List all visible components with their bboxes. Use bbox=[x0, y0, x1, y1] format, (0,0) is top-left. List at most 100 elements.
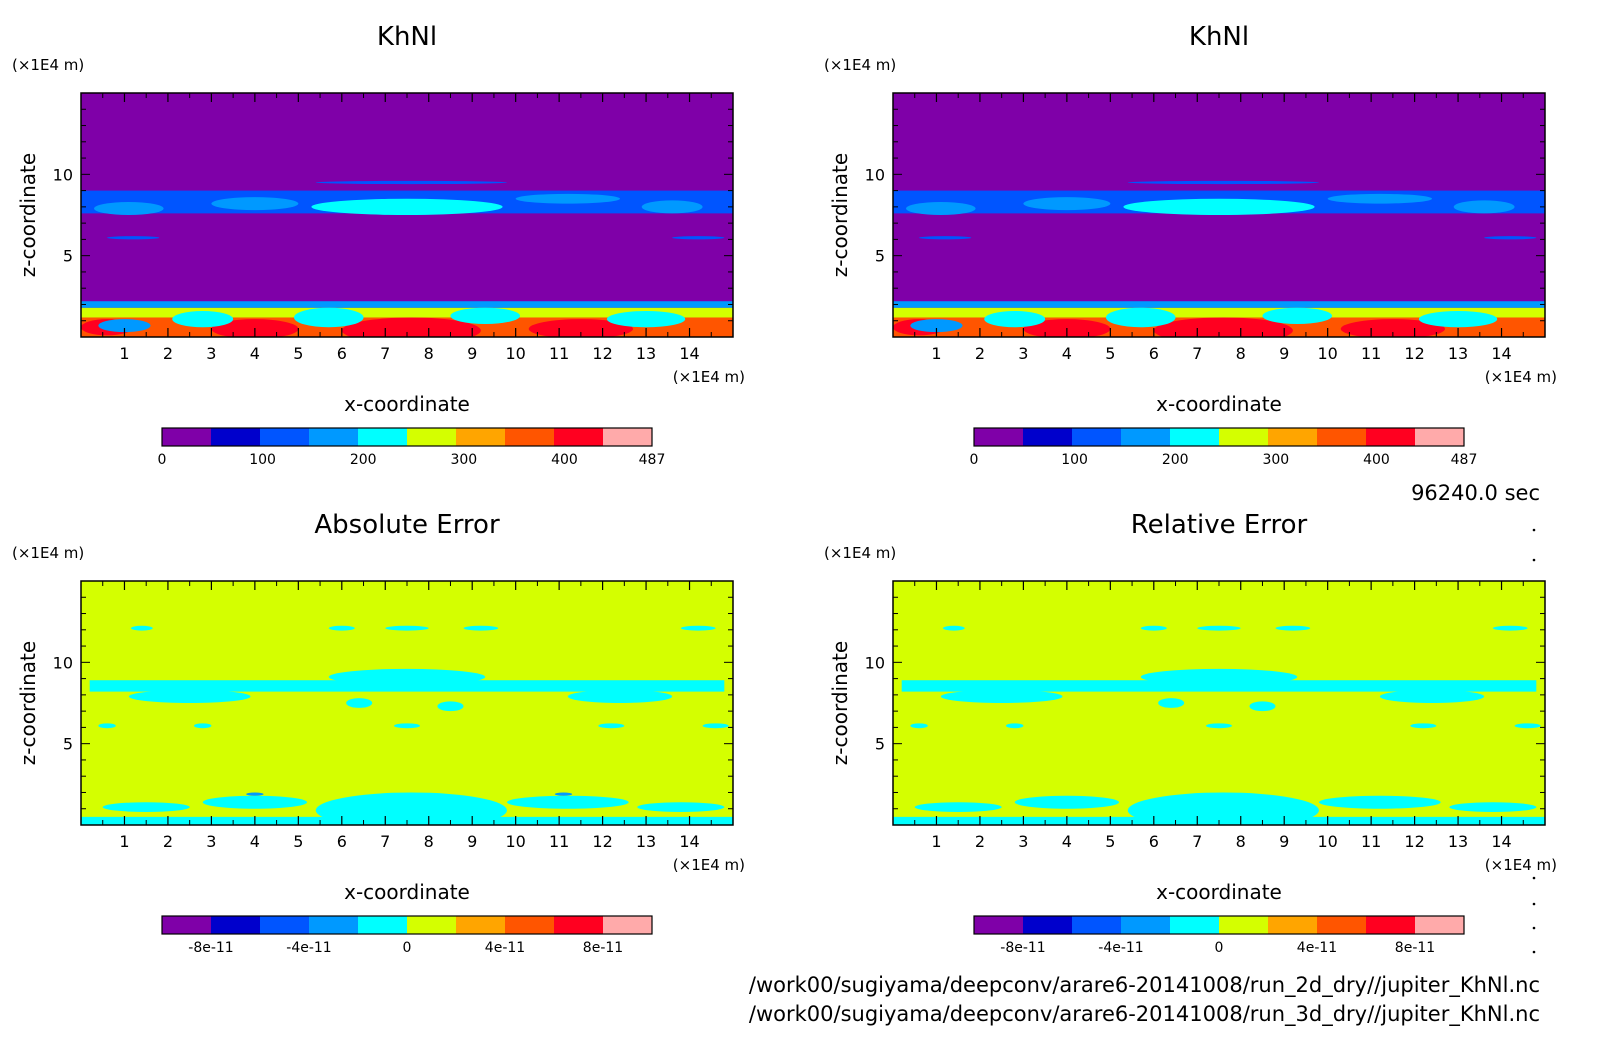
contour-blob bbox=[940, 689, 1063, 703]
colorbar-swatch bbox=[1072, 916, 1121, 934]
y-unit-label: (×1E4 m) bbox=[12, 56, 84, 74]
contour-blob bbox=[315, 180, 507, 185]
field-background bbox=[893, 581, 1545, 825]
contour-band bbox=[81, 301, 733, 308]
x-tick-label: 3 bbox=[1018, 344, 1028, 363]
contour-blob bbox=[942, 625, 965, 631]
marker-dot bbox=[1532, 926, 1536, 930]
x-tick-label: 8 bbox=[424, 832, 434, 851]
field-group bbox=[81, 93, 733, 337]
contour-blob bbox=[1318, 795, 1441, 809]
contour-blob bbox=[128, 689, 251, 703]
x-tick-label: 4 bbox=[1062, 832, 1072, 851]
marker-dot bbox=[1532, 528, 1536, 532]
colorbar-swatch bbox=[974, 916, 1023, 934]
colorbar-swatch bbox=[162, 428, 211, 446]
x-axis-label: x-coordinate bbox=[1156, 392, 1282, 416]
x-tick-label: 4 bbox=[1062, 344, 1072, 363]
y-tick-label: 10 bbox=[865, 653, 885, 672]
contour-band bbox=[901, 680, 1537, 692]
contour-blob bbox=[1158, 698, 1185, 708]
x-tick-label: 8 bbox=[1236, 832, 1246, 851]
colorbar-swatch bbox=[260, 916, 309, 934]
colorbar-swatch bbox=[1415, 916, 1464, 934]
contour-band bbox=[81, 307, 733, 318]
colorbar-swatch bbox=[456, 428, 505, 446]
contour-blob bbox=[554, 792, 573, 796]
colorbar-swatch bbox=[1415, 428, 1464, 446]
contour-blob bbox=[1023, 197, 1111, 211]
chart-panel-4: Relative Error(×1E4 m)1 2 3 4 5 6 7 8 9 10 11 12 13 1… bbox=[824, 510, 1557, 956]
contour-blob bbox=[598, 723, 625, 729]
colorbar-tick-label: 400 bbox=[1363, 452, 1390, 468]
contour-blob bbox=[98, 319, 151, 333]
contour-blob bbox=[1014, 795, 1120, 809]
colorbar-swatch bbox=[1072, 428, 1121, 446]
contour-blob bbox=[194, 723, 212, 729]
contour-blob bbox=[172, 310, 234, 328]
contour-blob bbox=[1449, 802, 1537, 812]
x-tick-label: 3 bbox=[206, 344, 216, 363]
colorbar-swatch bbox=[211, 428, 260, 446]
colorbar-tick-label: -8e-11 bbox=[188, 940, 233, 956]
colorbar-swatch bbox=[603, 916, 652, 934]
y-tick-label: 5 bbox=[875, 247, 885, 266]
colorbar-tick-label: 487 bbox=[1451, 452, 1478, 468]
x-tick-label: 7 bbox=[1192, 832, 1202, 851]
x-unit-label: (×1E4 m) bbox=[673, 856, 745, 874]
contour-blob bbox=[393, 723, 421, 729]
contour-blob bbox=[1140, 668, 1298, 686]
colorbar-swatch bbox=[162, 916, 211, 934]
colorbar-tick-label: 300 bbox=[1262, 452, 1289, 468]
colorbar-tick-label: 300 bbox=[450, 452, 477, 468]
contour-blob bbox=[680, 625, 716, 631]
y-tick-label: 5 bbox=[63, 247, 73, 266]
contour-blob bbox=[1275, 625, 1311, 631]
x-tick-label: 13 bbox=[1448, 832, 1468, 851]
panels-group: KhNl(×1E4 m)1 2 3 4 5 6 7 8 9 10 11 12 13 14510(×1E4 … bbox=[12, 22, 1557, 956]
x-tick-label: 6 bbox=[1149, 344, 1159, 363]
colorbar-swatch bbox=[407, 428, 456, 446]
colorbar-swatch bbox=[1023, 916, 1072, 934]
colorbar-swatch bbox=[309, 916, 358, 934]
y-axis-label: z-coordinate bbox=[16, 641, 40, 765]
chart-panel-1: KhNl(×1E4 m)1 2 3 4 5 6 7 8 9 10 11 12 13 14510(×1E4 … bbox=[12, 22, 745, 468]
field-group bbox=[893, 93, 1545, 337]
x-tick-label: 13 bbox=[1448, 344, 1468, 363]
contour-blob bbox=[1484, 236, 1537, 240]
contour-blob bbox=[341, 317, 481, 337]
colorbar-swatch bbox=[456, 916, 505, 934]
contour-blob bbox=[1153, 317, 1293, 337]
marker-dot bbox=[1532, 558, 1536, 562]
contour-blob bbox=[211, 197, 299, 211]
contour-blob bbox=[1410, 723, 1437, 729]
chart-title: KhNl bbox=[1189, 22, 1249, 52]
x-tick-label: 11 bbox=[549, 344, 569, 363]
colorbar-tick-label: 0 bbox=[970, 452, 979, 468]
colorbar-swatch bbox=[974, 428, 1023, 446]
contour-blob bbox=[1140, 625, 1167, 631]
y-axis-label: z-coordinate bbox=[828, 153, 852, 277]
colorbar-swatch bbox=[1268, 916, 1317, 934]
contour-blob bbox=[910, 319, 963, 333]
x-tick-label: 7 bbox=[380, 832, 390, 851]
colorbar-tick-label: 100 bbox=[1061, 452, 1088, 468]
colorbar-tick-label: 200 bbox=[1162, 452, 1189, 468]
x-unit-label: (×1E4 m) bbox=[1485, 368, 1557, 386]
x-tick-label: 11 bbox=[1361, 344, 1381, 363]
colorbar-swatch bbox=[260, 428, 309, 446]
x-tick-label: 10 bbox=[505, 344, 525, 363]
chart-title: Absolute Error bbox=[314, 510, 500, 540]
contour-blob bbox=[315, 792, 507, 825]
x-tick-label: 3 bbox=[206, 832, 216, 851]
chart-title: KhNl bbox=[377, 22, 437, 52]
contour-blob bbox=[910, 723, 928, 729]
colorbar-swatch bbox=[1366, 428, 1415, 446]
x-tick-label: 14 bbox=[1491, 344, 1511, 363]
y-tick-label: 5 bbox=[875, 735, 885, 754]
x-tick-label: 1 bbox=[931, 832, 941, 851]
colorbar-swatch bbox=[1219, 916, 1268, 934]
colorbar-swatch bbox=[554, 428, 603, 446]
x-tick-label: 1 bbox=[119, 344, 129, 363]
y-tick-label: 5 bbox=[63, 735, 73, 754]
